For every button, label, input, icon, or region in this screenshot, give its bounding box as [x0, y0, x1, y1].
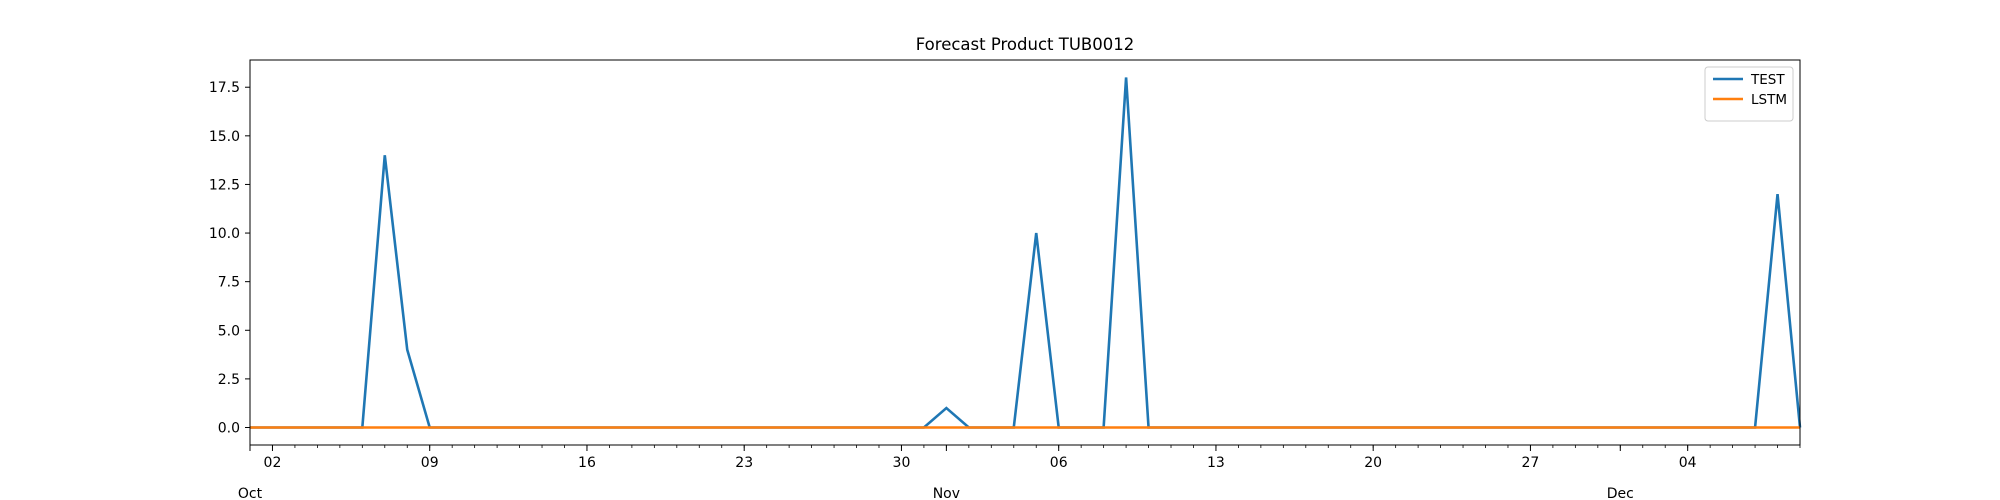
y-tick-label: 17.5: [209, 80, 240, 96]
legend: TEST LSTM: [1704, 66, 1794, 122]
x-tick-label: 02: [264, 455, 282, 471]
x-tick-label: 06: [1050, 455, 1068, 471]
x-tick-label: 16: [578, 455, 596, 471]
plot-area: [250, 77, 1802, 429]
x-tick-label: 09: [421, 455, 439, 471]
x-tick-label: 30: [893, 455, 911, 471]
y-tick-label: 0.0: [218, 421, 240, 437]
x-month-label: Dec: [1607, 486, 1634, 500]
x-tick-label: 23: [735, 455, 753, 471]
plot-frame: [249, 59, 1801, 446]
y-tick-label: 7.5: [218, 275, 240, 291]
chart-title: Forecast Product TUB0012: [916, 35, 1134, 54]
legend-label-lstm: LSTM: [1751, 92, 1787, 108]
x-tick-label: 13: [1207, 455, 1225, 471]
axes: 0.0 2.5 5.0 7.5 10.0 12.5 15.0 17.5 02 09 16 23 30 06…: [209, 80, 1801, 500]
y-tick-label: 15.0: [209, 129, 240, 145]
x-month-label: Oct: [238, 486, 263, 500]
y-tick-label: 10.0: [209, 226, 240, 242]
y-tick-label: 2.5: [218, 372, 240, 388]
y-tick-label: 12.5: [209, 177, 240, 193]
x-tick-label: 27: [1522, 455, 1540, 471]
x-tick-label: 20: [1364, 455, 1382, 471]
x-month-label: Nov: [933, 486, 960, 500]
series-line-test: [250, 77, 1802, 429]
legend-box: [1704, 66, 1794, 122]
y-tick-label: 5.0: [218, 323, 240, 339]
x-tick-label: 04: [1679, 455, 1697, 471]
legend-label-test: TEST: [1750, 72, 1785, 88]
